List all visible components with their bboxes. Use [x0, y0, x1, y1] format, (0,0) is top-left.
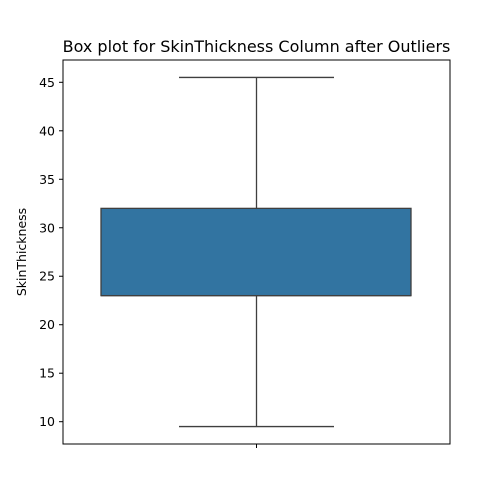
y-tick-label: 45	[39, 75, 55, 90]
plot-area: 10 15 20 25 30 35 40 45	[39, 59, 451, 448]
chart-title: Box plot for SkinThickness Column after …	[63, 37, 451, 56]
y-tick-label: 10	[39, 414, 55, 429]
y-tick-label: 20	[39, 317, 55, 332]
y-tick-label: 15	[39, 366, 55, 381]
y-axis-label: SkinThickness	[14, 208, 29, 296]
y-tick-label: 40	[39, 123, 55, 138]
y-tick-label: 35	[39, 172, 55, 187]
y-tick-label: 30	[39, 220, 55, 235]
iqr-box	[100, 207, 412, 297]
y-tick-label: 25	[39, 269, 55, 284]
